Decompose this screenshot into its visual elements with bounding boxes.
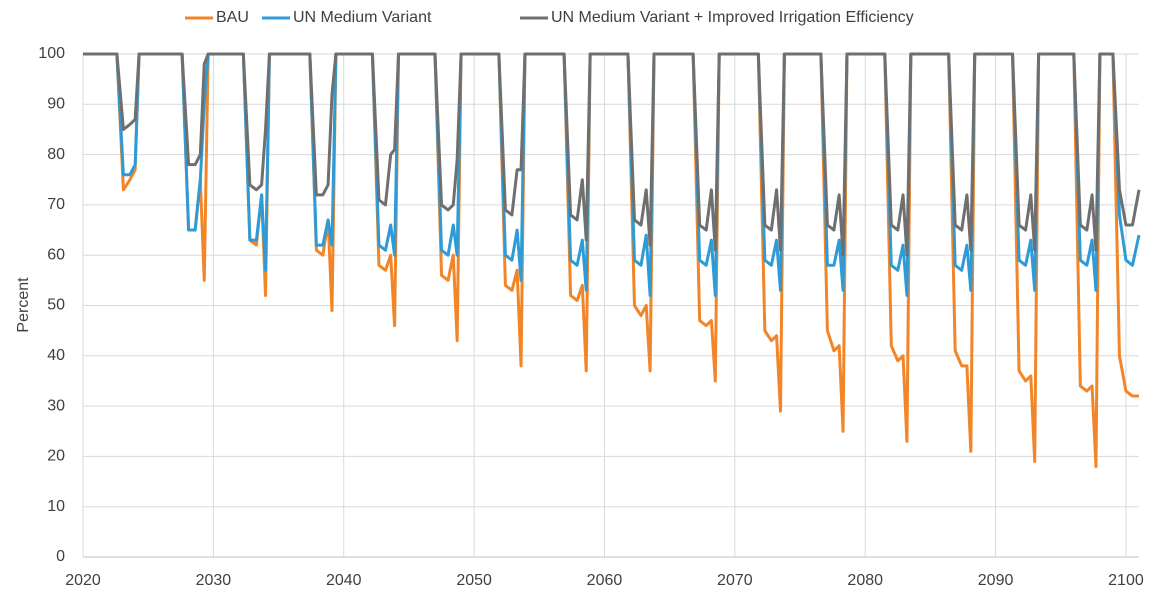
- x-tick-label: 2090: [978, 572, 1014, 589]
- x-tick-label: 2050: [456, 572, 492, 589]
- x-tick-label: 2040: [326, 572, 362, 589]
- y-tick-label: 70: [47, 196, 65, 213]
- x-tick-label: 2060: [587, 572, 623, 589]
- legend-label: UN Medium Variant + Improved Irrigation …: [551, 9, 914, 26]
- y-tick-label: 40: [47, 347, 65, 364]
- series-line: [83, 52, 1141, 297]
- legend-label: UN Medium Variant: [293, 9, 432, 26]
- y-tick-label: 0: [56, 548, 65, 565]
- y-axis-title: Percent: [15, 277, 32, 333]
- y-tick-label: 50: [47, 297, 65, 314]
- series-line: [83, 52, 1139, 468]
- y-tick-label: 60: [47, 246, 65, 263]
- y-tick-label: 100: [38, 45, 65, 62]
- legend-label: BAU: [216, 9, 249, 26]
- x-tick-label: 2080: [847, 572, 883, 589]
- y-tick-label: 90: [47, 96, 65, 113]
- y-tick-label: 20: [47, 448, 65, 465]
- x-tick-label: 2020: [65, 572, 101, 589]
- y-tick-label: 80: [47, 146, 65, 163]
- y-tick-label: 10: [47, 498, 65, 515]
- x-tick-label: 2030: [196, 572, 232, 589]
- x-tick-label: 2100: [1108, 572, 1144, 589]
- x-tick-label: 2070: [717, 572, 753, 589]
- series-line: [83, 52, 1141, 257]
- y-tick-label: 30: [47, 397, 65, 414]
